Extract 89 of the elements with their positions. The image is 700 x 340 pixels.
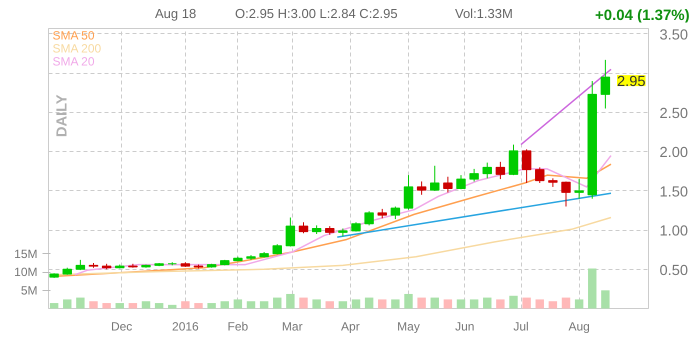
bar — [154, 303, 164, 308]
candlestick — [482, 162, 492, 179]
text: Vol:1.33M — [455, 5, 513, 23]
x-tick-label: Apr — [341, 320, 360, 334]
bar — [522, 298, 531, 308]
bar — [588, 268, 596, 308]
bar — [63, 299, 72, 308]
candlestick — [522, 148, 532, 184]
x-tick-label: 2016 — [172, 320, 200, 334]
y-tick-label: 1.00 — [660, 224, 688, 240]
text: SMA 200 — [52, 42, 102, 56]
bar — [312, 299, 321, 308]
bar — [260, 301, 268, 308]
bar — [338, 301, 348, 308]
bar — [470, 299, 478, 308]
y-tick-label: 2.00 — [660, 145, 688, 162]
y2-tick-label: 15M — [14, 246, 38, 261]
text: O:2.95 H:3.00 L:2.84 C:2.95 — [235, 5, 398, 23]
bar — [220, 301, 229, 308]
bar — [116, 303, 124, 308]
candlestick — [508, 144, 518, 176]
candlestick — [443, 176, 453, 193]
x-tick-label: Mar — [282, 320, 303, 334]
bar — [128, 303, 138, 308]
bar — [430, 298, 439, 308]
text: +0.04 (1.37%) — [595, 6, 690, 26]
bar — [483, 298, 492, 308]
y2-tick-label: 10M — [14, 265, 38, 280]
bar — [168, 304, 176, 308]
bar — [50, 303, 58, 308]
x-tick-label: Jun — [455, 320, 474, 334]
x-tick-label: Dec — [110, 320, 132, 334]
bar — [548, 301, 558, 308]
bar — [509, 296, 518, 308]
candlestick — [535, 166, 544, 184]
candlestick — [600, 59, 610, 109]
y-tick-label: 1.50 — [660, 184, 688, 200]
x-tick-label: Jul — [513, 320, 529, 334]
candlestick — [364, 210, 374, 226]
bar — [352, 299, 360, 308]
y-tick-label: 3.50 — [660, 27, 688, 44]
bar — [142, 301, 150, 308]
bar — [536, 299, 544, 308]
bar — [378, 299, 386, 308]
candlestick — [378, 208, 387, 219]
candlestick — [416, 180, 426, 196]
bar — [417, 298, 426, 308]
bar — [246, 301, 256, 308]
candlestick — [574, 178, 584, 200]
bar — [286, 294, 295, 308]
candlestick — [404, 174, 414, 210]
bar — [326, 301, 334, 308]
y-tick-label: 2.50 — [660, 106, 688, 122]
text: SMA 20 — [52, 54, 95, 68]
bar — [562, 298, 570, 308]
bar — [601, 290, 610, 308]
candlestick — [430, 165, 440, 192]
candlestick — [272, 244, 282, 255]
annotation: DAILY — [54, 94, 70, 138]
x-tick-label: May — [397, 320, 420, 334]
bar — [299, 298, 308, 308]
bar — [273, 298, 282, 308]
bar — [404, 294, 413, 308]
candlestick — [390, 206, 400, 220]
bar — [181, 301, 190, 308]
bar — [456, 299, 466, 308]
bar — [102, 303, 111, 308]
text: Aug 18 — [155, 5, 196, 23]
text: SMA 50 — [52, 28, 95, 42]
candlestick — [286, 217, 296, 248]
bar — [76, 298, 85, 308]
bar — [364, 298, 374, 308]
bar — [496, 299, 505, 308]
x-tick-label: Feb — [228, 320, 249, 334]
candlestick — [456, 174, 466, 190]
bar — [194, 303, 203, 308]
bar — [391, 299, 400, 308]
bar — [207, 303, 216, 308]
bar — [574, 299, 584, 308]
x-tick-label: Aug — [568, 320, 590, 334]
candlestick — [561, 180, 571, 208]
candlestick — [496, 161, 506, 180]
bar — [234, 299, 242, 308]
bar — [444, 299, 452, 308]
bar — [89, 301, 98, 308]
candlestick — [469, 168, 479, 182]
y-tick-label: 0.50 — [660, 262, 688, 279]
candlestick — [298, 222, 308, 234]
y2-tick-label: 5M — [20, 283, 38, 298]
